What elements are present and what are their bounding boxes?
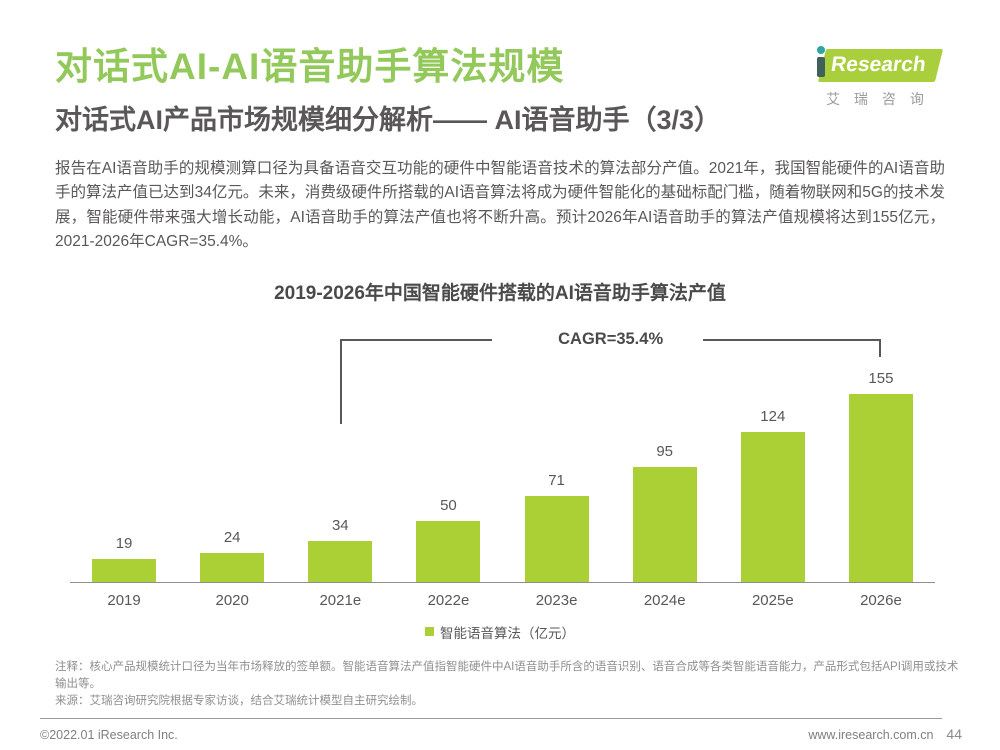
bar-column: 124 (719, 408, 827, 582)
bar (524, 495, 589, 582)
bar (740, 431, 805, 582)
x-axis-label: 2024e (643, 591, 686, 609)
bar-column: 95 (611, 443, 719, 582)
page-subtitle: 对话式AI产品市场规模细分解析—— AI语音助手（3/3） (55, 104, 722, 135)
bar (92, 558, 157, 582)
bar (848, 393, 913, 582)
bar-column: 50 (394, 497, 502, 582)
bar-column: 34 (286, 517, 394, 582)
website-url: www.iresearch.com.cn (808, 728, 934, 742)
note-text: 注释：核心产品规模统计口径为当年市场释放的签单额。智能语音算法产值指智能硬件中A… (55, 660, 959, 690)
iresearch-logo: Research 艾 瑞 咨 询 (805, 46, 950, 109)
footer-divider (40, 718, 942, 719)
copyright-text: ©2022.01 iResearch Inc. (40, 728, 178, 742)
page-title: 对话式AI-AI语音助手算法规模 (55, 46, 565, 87)
bar (632, 466, 697, 582)
bars-row: 19 24 34 50 71 95 124 155 (70, 338, 935, 582)
chart-legend: 智能语音算法（亿元） (0, 622, 1000, 642)
page-footer: ©2022.01 iResearch Inc. www.iresearch.co… (40, 718, 962, 742)
logo-i-icon (816, 46, 825, 82)
bar (200, 552, 265, 582)
x-axis-label: 2025e (751, 591, 794, 609)
cagr-bracket-line-right (702, 338, 881, 341)
x-axis-label: 2022e (427, 591, 470, 609)
cagr-annotation: CAGR=35.4% (558, 329, 664, 348)
bar-value-label: 24 (223, 528, 241, 546)
bar-value-label: 124 (760, 407, 786, 425)
bar (308, 540, 373, 582)
x-axis-label: 2019 (107, 591, 141, 609)
cagr-bracket-line-left (340, 338, 492, 341)
x-axis-label: 2023e (535, 591, 578, 609)
x-axis-labels: 2019 2020 2021e 2022e 2023e 2024e 2025e 2026e (70, 583, 935, 609)
bar-column: 24 (178, 529, 286, 582)
logo-mark: Research (805, 46, 950, 82)
bar-column: 71 (503, 472, 611, 582)
bar-value-label: 19 (115, 534, 133, 552)
cagr-bracket: CAGR=35.4% (340, 330, 881, 430)
logo-i-dot-icon (816, 46, 825, 54)
bar-column: 155 (827, 370, 935, 582)
bar-value-label: 155 (868, 369, 894, 387)
logo-parallelogram: Research (817, 49, 943, 82)
summary-paragraph: 报告在AI语音助手的规模测算口径为具备语音交互功能的硬件中智能语音技术的算法部分… (55, 159, 945, 251)
cagr-bracket-tick-right (878, 338, 881, 357)
logo-i-stem-icon (816, 57, 825, 77)
logo-text: Research (829, 53, 928, 76)
bar (416, 520, 481, 582)
x-axis-label: 2020 (215, 591, 249, 609)
cagr-bracket-tick-left (340, 338, 343, 424)
x-axis-label: 2021e (319, 591, 362, 609)
bar-value-label: 71 (548, 471, 565, 489)
bar-column: 19 (70, 535, 178, 582)
legend-label: 智能语音算法（亿元） (440, 625, 575, 641)
legend-swatch-icon (425, 627, 434, 637)
chart-title: 2019-2026年中国智能硬件搭载的AI语音助手算法产值 (274, 282, 726, 304)
logo-cn-text: 艾 瑞 咨 询 (826, 91, 929, 107)
page-number: 44 (946, 726, 962, 742)
chart-plot-area: CAGR=35.4% 19 24 34 50 71 95 124 155 (70, 330, 935, 583)
bar-value-label: 50 (440, 496, 457, 514)
bar-value-label: 34 (331, 516, 349, 534)
source-text: 来源：艾瑞咨询研究院根据专家访谈，结合艾瑞统计模型自主研究绘制。 (55, 694, 423, 707)
bar-chart-section: 2019-2026年中国智能硬件搭载的AI语音助手算法产值 CAGR=35.4%… (0, 278, 1000, 642)
bar-value-label: 95 (656, 442, 674, 460)
x-axis-label: 2026e (860, 591, 902, 609)
footnotes: 注释：核心产品规模统计口径为当年市场释放的签单额。智能语音算法产值指智能硬件中A… (55, 659, 960, 710)
